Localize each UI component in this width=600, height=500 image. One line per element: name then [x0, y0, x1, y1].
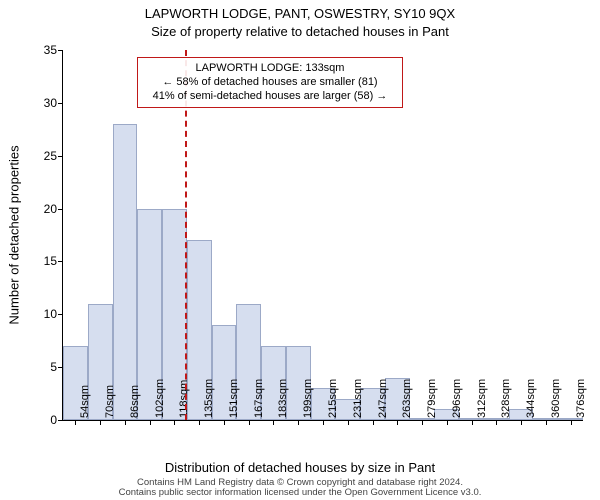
footer-line1: Contains HM Land Registry data © Crown c… — [137, 477, 463, 488]
x-tick-label: 102sqm — [154, 379, 166, 418]
annotation-line2: ← 58% of detached houses are smaller (81… — [144, 76, 396, 90]
y-tick-label: 35 — [23, 43, 57, 57]
annotation-line3: 41% of semi-detached houses are larger (… — [144, 90, 396, 104]
chart-title-line2: Size of property relative to detached ho… — [0, 24, 600, 39]
y-tick-label: 0 — [23, 413, 57, 427]
x-tick-label: 263sqm — [401, 379, 413, 418]
y-axis-label: Number of detached properties — [7, 145, 22, 324]
annotation-box: LAPWORTH LODGE: 133sqm← 58% of detached … — [137, 57, 403, 108]
plot-area: 0510152025303554sqm70sqm86sqm102sqm118sq… — [62, 50, 583, 421]
chart-container: LAPWORTH LODGE, PANT, OSWESTRY, SY10 9QX… — [0, 0, 600, 500]
x-tick-label: 312sqm — [476, 379, 488, 418]
x-tick-label: 247sqm — [377, 379, 389, 418]
y-tick-label: 25 — [23, 149, 57, 163]
x-tick-label: 231sqm — [352, 379, 364, 418]
x-tick-label: 183sqm — [277, 379, 289, 418]
x-tick-label: 199sqm — [302, 379, 314, 418]
x-tick-label: 215sqm — [327, 379, 339, 418]
x-tick-label: 135sqm — [203, 379, 215, 418]
footer-attribution: Contains HM Land Registry data © Crown c… — [0, 478, 600, 499]
chart-title-line1: LAPWORTH LODGE, PANT, OSWESTRY, SY10 9QX — [0, 6, 600, 21]
x-tick-label: 344sqm — [525, 379, 537, 418]
y-tick-label: 30 — [23, 96, 57, 110]
x-tick-label: 167sqm — [253, 379, 265, 418]
x-tick-label: 70sqm — [104, 385, 116, 418]
y-tick-label: 15 — [23, 254, 57, 268]
x-axis-label: Distribution of detached houses by size … — [0, 460, 600, 475]
x-tick-label: 296sqm — [451, 379, 463, 418]
x-tick-label: 86sqm — [129, 385, 141, 418]
y-tick-label: 10 — [23, 307, 57, 321]
y-tick-label: 5 — [23, 360, 57, 374]
x-tick-label: 376sqm — [575, 379, 587, 418]
footer-line2: Contains public sector information licen… — [119, 487, 482, 498]
histogram-bar — [113, 124, 138, 420]
x-tick-label: 151sqm — [228, 379, 240, 418]
y-tick-label: 20 — [23, 202, 57, 216]
annotation-line1: LAPWORTH LODGE: 133sqm — [144, 62, 396, 76]
x-tick-label: 328sqm — [500, 379, 512, 418]
x-tick-label: 279sqm — [426, 379, 438, 418]
x-tick-label: 54sqm — [79, 385, 91, 418]
x-tick-label: 360sqm — [550, 379, 562, 418]
